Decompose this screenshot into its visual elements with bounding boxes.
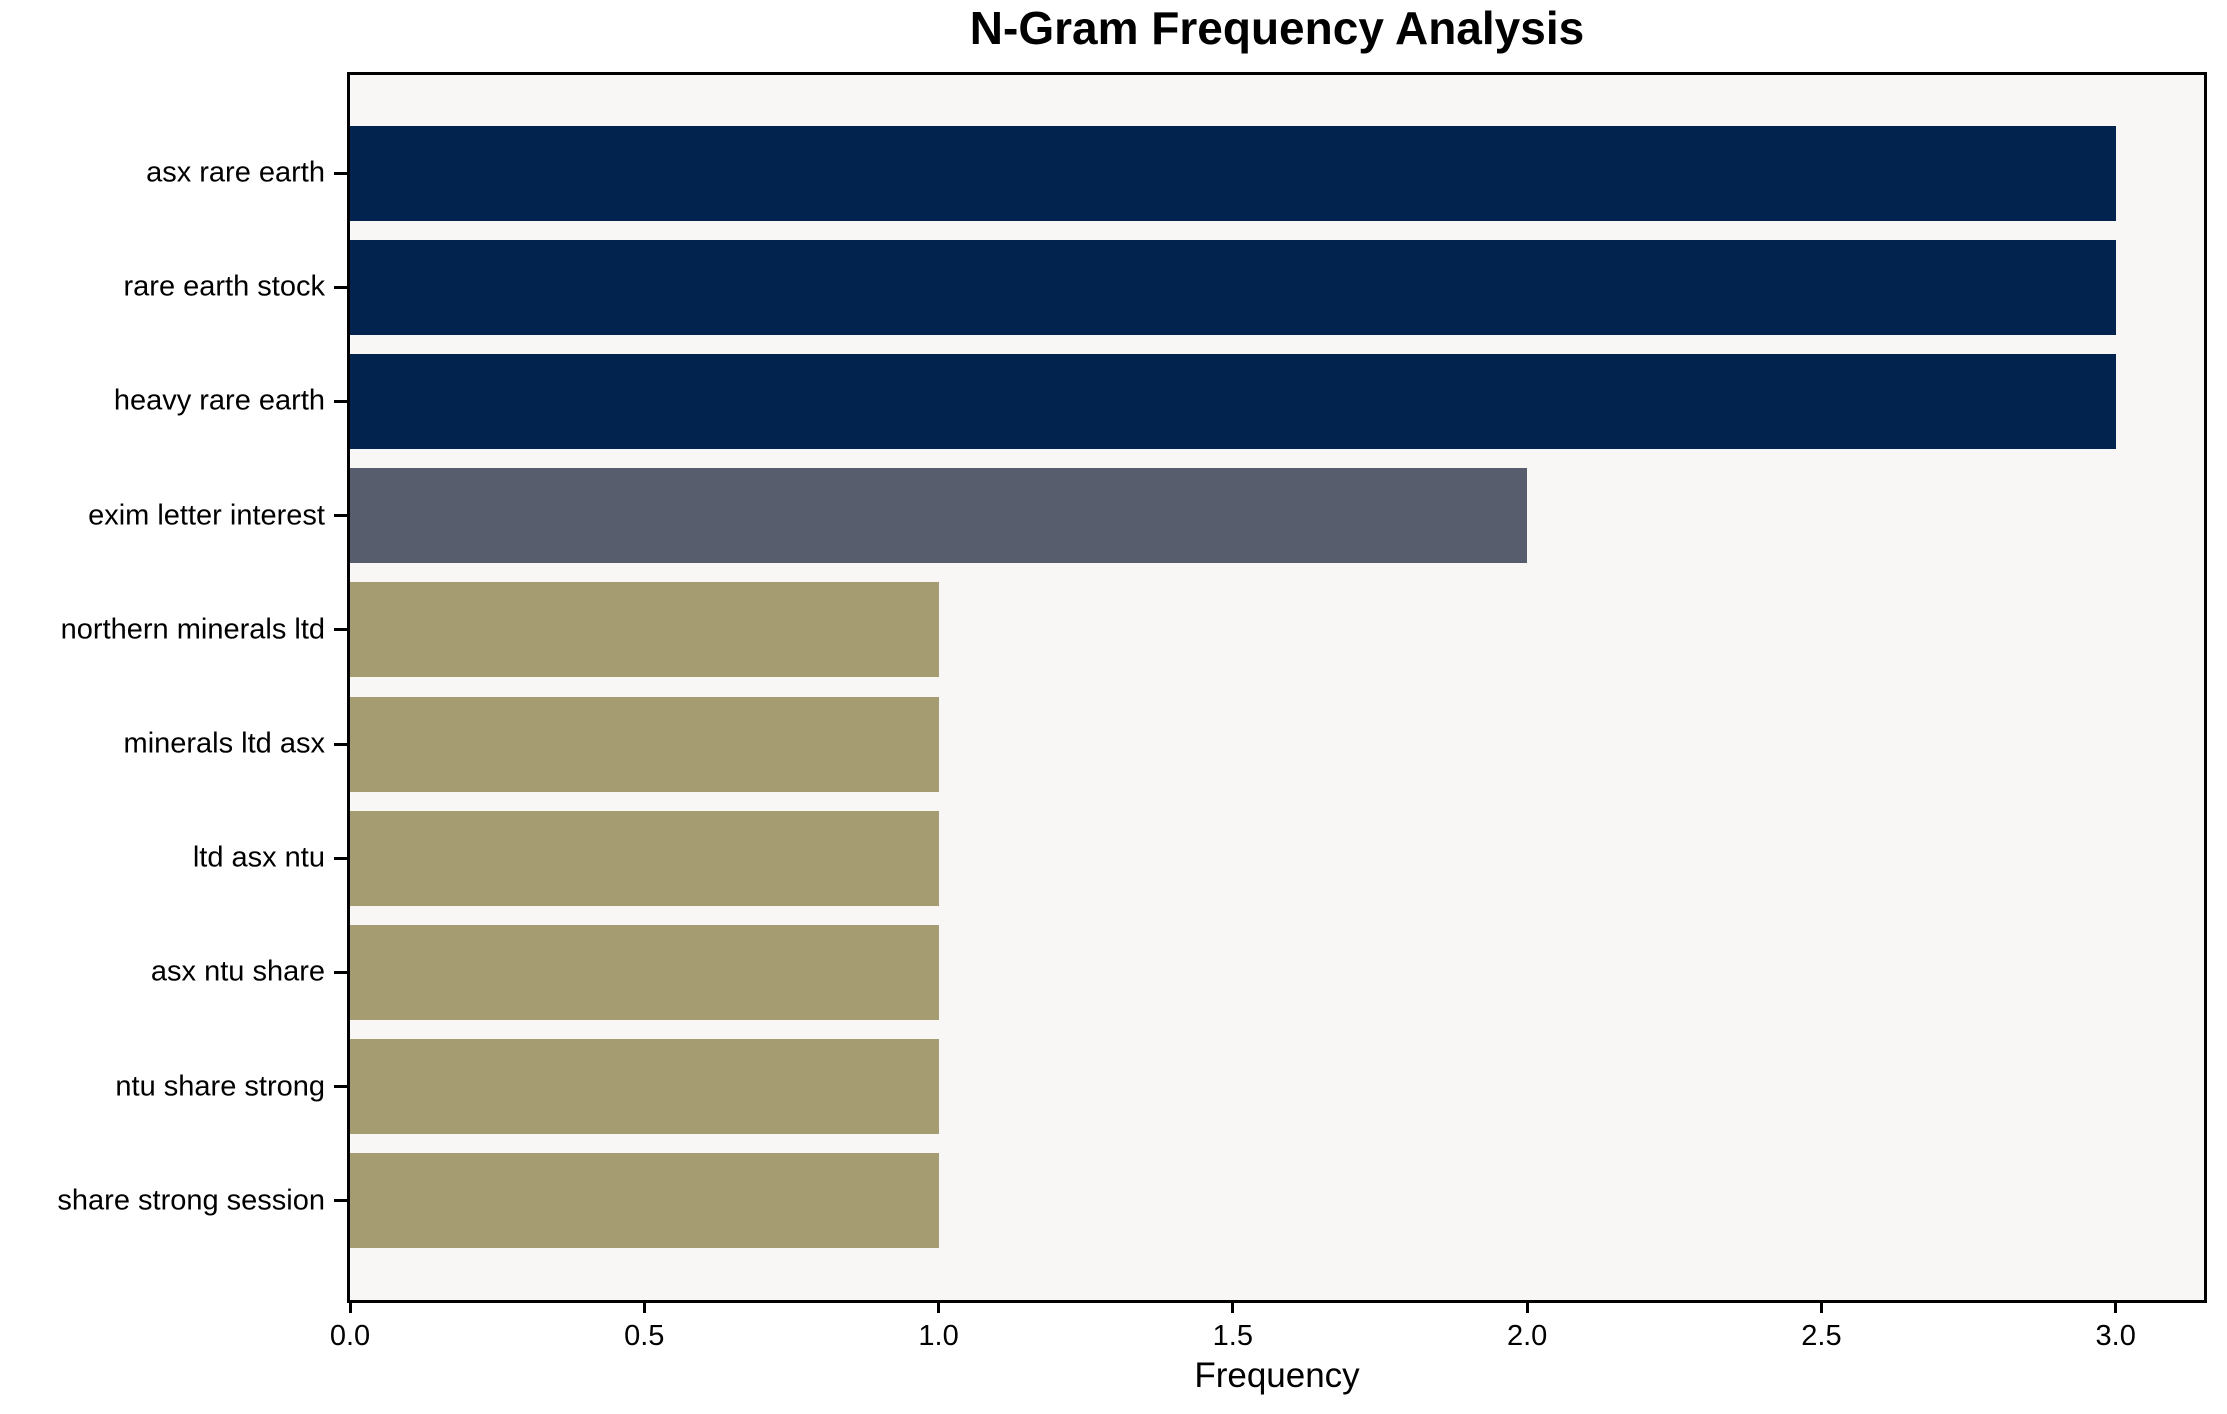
y-tick-label: northern minerals ltd: [60, 613, 325, 646]
y-tick-mark: [334, 514, 347, 518]
x-tick-mark: [937, 1303, 941, 1313]
x-tick-mark: [642, 1303, 646, 1313]
chart-title: N-Gram Frequency Analysis: [969, 2, 1585, 54]
x-tick-label: 0.5: [624, 1320, 665, 1352]
x-tick-label: 2.5: [1801, 1320, 1842, 1352]
y-tick-mark: [334, 1199, 347, 1203]
y-tick-label: ltd asx ntu: [192, 841, 325, 874]
x-tick-mark: [1231, 1303, 1235, 1313]
plot-area: [347, 72, 2207, 1303]
y-tick-label: share strong session: [57, 1184, 325, 1217]
bar: [350, 696, 939, 792]
y-tick-mark: [334, 285, 347, 289]
bar: [350, 924, 939, 1020]
x-tick-label: 1.0: [918, 1320, 959, 1352]
bar: [350, 353, 2116, 449]
x-tick-mark: [1819, 1303, 1823, 1313]
y-tick-label: minerals ltd asx: [123, 727, 325, 760]
bar: [350, 125, 2116, 221]
bar: [350, 1153, 939, 1249]
x-tick-label: 1.5: [1212, 1320, 1254, 1352]
bar: [350, 582, 939, 678]
y-tick-label: asx rare earth: [146, 156, 325, 189]
y-tick-mark: [334, 856, 347, 860]
y-tick-mark: [334, 399, 347, 403]
y-tick-label: ntu share strong: [115, 1070, 325, 1103]
x-tick-mark: [1525, 1303, 1529, 1313]
x-tick-label: 2.0: [1506, 1320, 1548, 1352]
y-tick-label: asx ntu share: [150, 955, 325, 988]
bar: [350, 810, 939, 906]
x-tick-label: 3.0: [2095, 1320, 2136, 1352]
bar: [350, 1039, 939, 1135]
y-tick-label: rare earth stock: [123, 270, 325, 303]
y-tick-mark: [334, 628, 347, 632]
y-tick-mark: [334, 171, 347, 175]
y-tick-label: exim letter interest: [88, 499, 325, 532]
bar: [350, 239, 2116, 335]
y-tick-label: heavy rare earth: [113, 384, 325, 417]
y-tick-mark: [334, 970, 347, 974]
x-tick-mark: [2114, 1303, 2118, 1313]
x-axis-label: Frequency: [1194, 1356, 1360, 1395]
y-tick-mark: [334, 1085, 347, 1089]
bar: [350, 468, 1528, 564]
y-tick-mark: [334, 742, 347, 746]
x-tick-mark: [348, 1303, 352, 1313]
x-tick-label: 0.0: [329, 1320, 371, 1352]
